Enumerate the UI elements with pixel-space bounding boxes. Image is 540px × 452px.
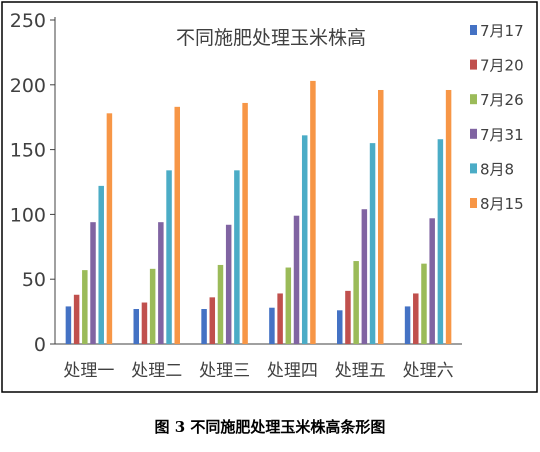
- bar: [106, 113, 113, 344]
- legend-swatch: [470, 163, 477, 174]
- bar: [90, 222, 96, 344]
- bar: [98, 185, 104, 344]
- legend: 7月17 7月20 7月26 7月31 8月8 8月15: [470, 22, 524, 213]
- legend-label: 7月17: [480, 22, 524, 40]
- bar: [158, 222, 164, 344]
- y-tick-label: 50: [22, 269, 46, 291]
- x-tick-label: 处理四: [267, 361, 318, 381]
- legend-label: 8月15: [480, 195, 524, 213]
- x-tick-label: 处理二: [131, 361, 182, 381]
- bar: [353, 261, 359, 344]
- bar: [225, 224, 232, 344]
- bar: [429, 218, 435, 344]
- x-tick-label: 处理一: [63, 361, 114, 381]
- legend-label: 7月20: [480, 57, 524, 75]
- bar: [293, 215, 300, 344]
- y-tick-label: 100: [10, 204, 46, 226]
- figure-caption: 图 3 不同施肥处理玉米株高条形图: [154, 418, 386, 436]
- bar: [421, 263, 427, 344]
- x-tick-label: 处理三: [199, 361, 250, 381]
- legend-label: 8月8: [480, 160, 514, 178]
- bar: [285, 267, 292, 344]
- bar: [65, 306, 72, 344]
- bars-group: [65, 80, 452, 345]
- bar: [209, 297, 216, 344]
- legend-swatch: [470, 128, 477, 139]
- bar: [234, 170, 240, 344]
- bar: [378, 89, 384, 344]
- x-axis-labels: 处理一 处理二 处理三 处理四 处理五 处理六: [63, 361, 453, 381]
- y-tick-label: 150: [10, 140, 46, 162]
- legend-label: 7月31: [480, 126, 524, 144]
- legend-swatch: [470, 25, 477, 35]
- legend-label: 7月26: [480, 91, 524, 109]
- bar: [73, 294, 80, 344]
- bar: [361, 209, 368, 344]
- legend-swatch: [470, 59, 477, 70]
- y-tick-label: 200: [10, 75, 46, 97]
- legend-swatch: [470, 94, 477, 105]
- bar: [166, 170, 172, 344]
- bar: [149, 268, 156, 344]
- bar: [141, 302, 148, 344]
- bar: [82, 270, 88, 344]
- chart-title: 不同施肥处理玉米株高: [176, 27, 366, 49]
- y-tick-label: 250: [10, 10, 46, 32]
- bar: [242, 102, 248, 344]
- bar: [404, 306, 411, 344]
- bar: [301, 135, 308, 344]
- bar: [445, 89, 452, 344]
- bar: [174, 106, 180, 344]
- bar: [310, 80, 316, 345]
- bar: [369, 143, 376, 344]
- bar: [345, 290, 351, 344]
- bar: [133, 309, 139, 344]
- bar: [413, 293, 419, 344]
- x-tick-label: 处理五: [335, 361, 386, 381]
- x-tick-label: 处理六: [403, 361, 454, 381]
- bar: [437, 139, 444, 344]
- y-tick-label: 0: [34, 334, 46, 356]
- bar: [269, 307, 275, 344]
- y-axis-ticks: 0 50 100 150 200 250: [10, 10, 55, 356]
- legend-swatch: [470, 198, 477, 208]
- bar: [201, 309, 207, 344]
- bar: [217, 264, 224, 344]
- bar: [277, 293, 283, 344]
- bar: [337, 310, 343, 344]
